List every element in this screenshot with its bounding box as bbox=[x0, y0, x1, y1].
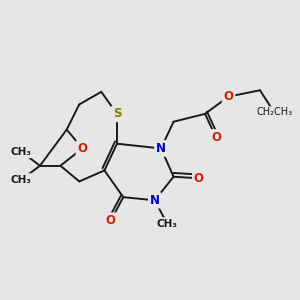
Text: N: N bbox=[156, 142, 166, 155]
Text: CH₃: CH₃ bbox=[11, 175, 32, 185]
Text: O: O bbox=[106, 214, 116, 227]
Text: S: S bbox=[113, 107, 121, 120]
Text: CH₂CH₃: CH₂CH₃ bbox=[256, 107, 292, 117]
Text: CH₃: CH₃ bbox=[157, 219, 178, 229]
Text: O: O bbox=[194, 172, 204, 185]
Text: N: N bbox=[150, 194, 160, 207]
Text: CH₃: CH₃ bbox=[11, 147, 32, 157]
Text: O: O bbox=[77, 142, 87, 155]
Text: O: O bbox=[224, 90, 234, 103]
Text: O: O bbox=[211, 131, 221, 144]
